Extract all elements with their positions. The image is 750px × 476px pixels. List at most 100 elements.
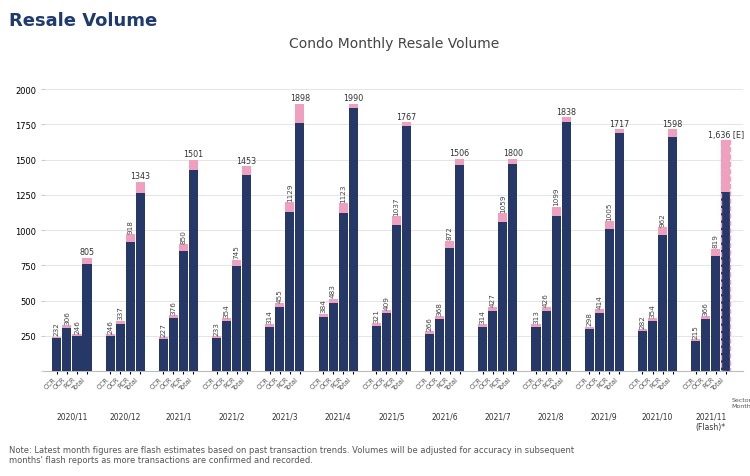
Bar [658,228,667,236]
Bar [595,313,604,371]
Bar [349,109,358,371]
Bar [455,166,464,371]
Bar [319,314,328,317]
Bar [349,104,358,109]
Bar [159,339,168,371]
Bar [189,170,198,371]
Text: 1005: 1005 [606,202,612,220]
Text: 227: 227 [160,322,166,336]
Text: 1838: 1838 [556,108,576,117]
Bar [551,217,560,371]
Bar [169,318,178,371]
Bar [392,217,401,226]
Bar [692,339,700,341]
Bar [604,230,613,371]
Text: 215: 215 [693,324,699,338]
Bar [701,317,710,320]
Text: 306: 306 [64,310,70,324]
Bar [488,307,497,311]
Text: 232: 232 [54,322,60,336]
Text: 1,636 [E]: 1,636 [E] [708,130,744,139]
Bar [232,260,242,267]
Text: 2021/2: 2021/2 [218,411,245,420]
Bar [435,317,444,319]
Text: Note: Latest month figures are flash estimates based on past transaction trends.: Note: Latest month figures are flash est… [9,445,574,464]
Bar [692,341,700,371]
Bar [425,332,434,334]
Text: 282: 282 [640,314,646,328]
Bar [169,315,178,318]
Text: 1800: 1800 [503,149,523,158]
Text: 2021/7: 2021/7 [484,411,512,420]
Text: 337: 337 [117,306,123,320]
Bar [242,176,251,371]
Text: 233: 233 [214,321,220,335]
Bar [392,226,401,371]
Bar [222,321,231,371]
Text: Sector
Month: Sector Month [731,397,750,408]
Bar [455,159,464,166]
Bar [82,264,92,371]
Bar [382,314,391,371]
Bar [595,309,604,313]
Text: 872: 872 [446,226,452,240]
Bar [711,256,720,371]
Bar [106,337,115,371]
Bar [222,318,231,321]
Bar [136,194,145,371]
Bar [532,325,541,327]
Text: 1506: 1506 [449,149,470,158]
Bar [615,134,624,371]
Bar [711,249,720,256]
Text: 2021/10: 2021/10 [642,411,674,420]
Text: 266: 266 [427,317,433,330]
Bar [242,167,251,176]
Bar [82,258,92,264]
Text: 1343: 1343 [130,172,150,181]
Bar [319,317,328,371]
Bar [328,303,338,371]
Text: Resale Volume: Resale Volume [9,12,158,30]
Text: 246: 246 [107,319,113,333]
Bar [73,337,82,371]
Text: 483: 483 [330,284,336,298]
Bar [116,321,124,324]
Text: 1717: 1717 [609,119,629,129]
Bar [275,304,284,307]
Text: 1767: 1767 [396,112,416,121]
Bar [296,104,304,124]
Text: 1059: 1059 [500,194,506,212]
Bar [445,241,454,248]
Bar [275,307,284,371]
Bar [509,159,518,165]
Bar [585,329,594,371]
Bar [615,130,624,134]
Bar [212,338,221,371]
Text: 962: 962 [659,213,665,227]
Bar [668,130,677,138]
Bar [189,160,198,170]
Bar [648,321,657,371]
Bar [658,236,667,371]
Bar [425,334,434,371]
Bar [179,245,188,252]
Text: 426: 426 [543,292,549,307]
Text: 1129: 1129 [287,183,293,201]
Text: 2021/8: 2021/8 [538,411,564,420]
Bar [212,337,221,338]
Bar [286,212,295,371]
Text: 2021/9: 2021/9 [591,411,617,420]
Bar [478,325,488,327]
Bar [585,327,594,329]
Text: 2021/6: 2021/6 [431,411,458,420]
Text: 313: 313 [533,309,539,323]
Bar [53,337,62,338]
Bar [722,193,730,371]
Text: 314: 314 [480,309,486,323]
Bar [722,141,730,193]
Text: 366: 366 [703,301,709,315]
Bar [232,267,242,371]
Text: 2021/4: 2021/4 [325,411,352,420]
Bar [638,329,647,332]
Text: 2020/11: 2020/11 [56,411,88,420]
